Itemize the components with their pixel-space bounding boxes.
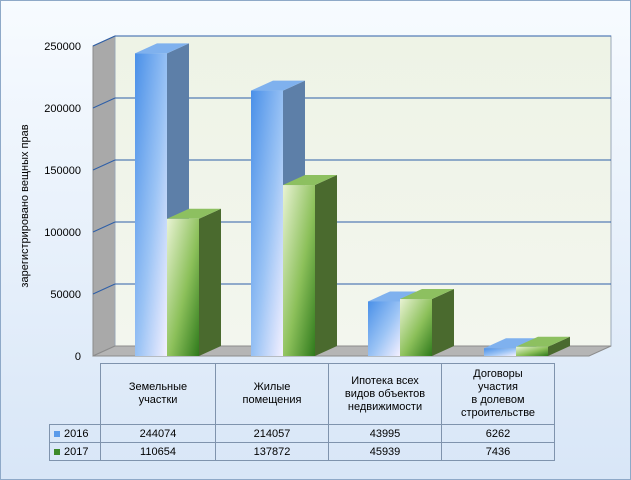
table-cell: 110654 [100, 442, 216, 461]
legend-entry-2016: 2016 [49, 424, 101, 443]
category-cell-1: Жилые помещения [215, 363, 329, 425]
gridline [92, 283, 116, 295]
table-cell: 244074 [100, 424, 216, 443]
side-wall [92, 35, 116, 357]
bar [516, 336, 570, 356]
category-cell-2: Ипотека всех видов объектов недвижимости [328, 363, 442, 425]
bar-front [516, 346, 548, 356]
table-cell: 6262 [441, 424, 555, 443]
bar-side [315, 175, 337, 356]
bar-front [400, 299, 432, 356]
bar-side [432, 289, 454, 356]
bar-front [251, 90, 283, 356]
table-cell: 214057 [215, 424, 329, 443]
category-cell-3: Договоры участия в долевом строительстве [441, 363, 555, 425]
table-cell: 7436 [441, 442, 555, 461]
table-row: 2017 110654 137872 45939 7436 [49, 442, 555, 461]
bar-top [368, 291, 422, 302]
y-tick-label: 50000 [50, 289, 81, 301]
category-label: помещения [242, 394, 302, 406]
bar-top [400, 289, 454, 300]
category-label: участия [478, 381, 518, 393]
legend-key-2016 [54, 430, 60, 437]
category-label: Ипотека всех [351, 374, 419, 387]
category-label: недвижимости [347, 400, 423, 413]
bar-front [283, 185, 315, 356]
y-tick-label: 0 [75, 351, 81, 363]
bar-top [484, 338, 538, 349]
bar-front [368, 301, 400, 356]
category-label: строительстве [460, 407, 536, 419]
y-tick-label: 150000 [44, 165, 81, 177]
table-cell: 137872 [215, 442, 329, 461]
bar-top [167, 208, 221, 219]
category-label: участки [138, 394, 178, 406]
table-row: 2016 244074 214057 43995 6262 [49, 424, 555, 443]
bar-top [135, 43, 189, 54]
y-tick-label: 200000 [44, 103, 81, 115]
legend-key-2017 [54, 448, 60, 455]
bar-top [251, 80, 305, 91]
category-cell-0: Земельные участки [100, 363, 216, 425]
gridline [92, 35, 116, 47]
bar [283, 175, 337, 356]
bar-side [199, 208, 221, 356]
table-corner [49, 363, 101, 425]
table-cell: 45939 [328, 442, 442, 461]
category-label: Договоры [473, 368, 523, 380]
y-tick-label: 100000 [44, 227, 81, 239]
bar-front [135, 53, 167, 357]
bar-top [516, 336, 570, 347]
category-label: видов объектов [344, 387, 426, 400]
category-label: Земельные [128, 381, 188, 393]
category-label: в долевом [471, 394, 525, 406]
table-cell: 43995 [328, 424, 442, 443]
gridline [92, 97, 116, 109]
y-tick-label: 250000 [44, 41, 81, 53]
legend-label: 2017 [64, 445, 89, 458]
legend-entry-2017: 2017 [49, 442, 101, 461]
bar-top [283, 175, 337, 186]
bar [400, 289, 454, 356]
bar-front [484, 348, 516, 356]
legend-label: 2016 [64, 427, 89, 440]
category-label: Жилые [253, 381, 291, 393]
category-row: Земельные участки Жилые помещения Ипотека … [49, 363, 555, 425]
gridline [92, 221, 116, 233]
bar-side [548, 336, 570, 356]
data-table: Земельные участки Жилые помещения Ипотека … [49, 363, 555, 461]
bar-front [167, 218, 199, 356]
gridline [92, 159, 116, 171]
bar [167, 208, 221, 356]
